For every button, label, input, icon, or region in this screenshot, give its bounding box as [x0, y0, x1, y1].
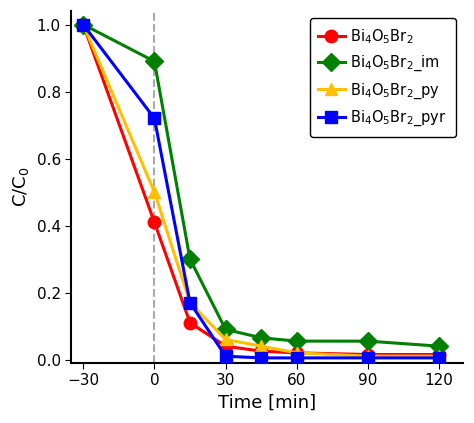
X-axis label: Time [min]: Time [min]	[218, 394, 316, 412]
Bi$_4$O$_5$Br$_2$_py	[436, 354, 442, 359]
Bi$_4$O$_5$Br$_2$_py	[187, 300, 193, 305]
Line: Bi$_4$O$_5$Br$_2$_im: Bi$_4$O$_5$Br$_2$_im	[77, 18, 446, 352]
Bi$_4$O$_5$Br$_2$_py	[223, 337, 228, 342]
Bi$_4$O$_5$Br$_2$	[365, 352, 371, 357]
Bi$_4$O$_5$Br$_2$_py	[81, 22, 86, 27]
Line: Bi$_4$O$_5$Br$_2$_py: Bi$_4$O$_5$Br$_2$_py	[77, 18, 446, 363]
Bi$_4$O$_5$Br$_2$	[187, 320, 193, 325]
Bi$_4$O$_5$Br$_2$_im	[223, 327, 228, 332]
Bi$_4$O$_5$Br$_2$_pyr	[187, 300, 193, 305]
Bi$_4$O$_5$Br$_2$_py	[258, 343, 264, 349]
Bi$_4$O$_5$Br$_2$_pyr	[365, 355, 371, 360]
Bi$_4$O$_5$Br$_2$_py	[365, 354, 371, 359]
Bi$_4$O$_5$Br$_2$_pyr	[436, 355, 442, 360]
Bi$_4$O$_5$Br$_2$_im	[81, 22, 86, 27]
Bi$_4$O$_5$Br$_2$_pyr	[81, 22, 86, 27]
Bi$_4$O$_5$Br$_2$	[258, 349, 264, 354]
Bi$_4$O$_5$Br$_2$	[152, 220, 157, 225]
Bi$_4$O$_5$Br$_2$_py	[294, 350, 300, 355]
Line: Bi$_4$O$_5$Br$_2$: Bi$_4$O$_5$Br$_2$	[77, 18, 446, 361]
Bi$_4$O$_5$Br$_2$_pyr	[258, 355, 264, 360]
Bi$_4$O$_5$Br$_2$_pyr	[152, 116, 157, 121]
Bi$_4$O$_5$Br$_2$_pyr	[223, 354, 228, 359]
Y-axis label: C/C$_0$: C/C$_0$	[11, 167, 31, 207]
Line: Bi$_4$O$_5$Br$_2$_pyr: Bi$_4$O$_5$Br$_2$_pyr	[77, 18, 446, 364]
Bi$_4$O$_5$Br$_2$_pyr	[294, 355, 300, 360]
Bi$_4$O$_5$Br$_2$	[81, 22, 86, 27]
Bi$_4$O$_5$Br$_2$	[223, 343, 228, 349]
Bi$_4$O$_5$Br$_2$_im	[187, 256, 193, 261]
Bi$_4$O$_5$Br$_2$_im	[436, 343, 442, 349]
Bi$_4$O$_5$Br$_2$_im	[152, 59, 157, 64]
Legend: Bi$_4$O$_5$Br$_2$, Bi$_4$O$_5$Br$_2$_im, Bi$_4$O$_5$Br$_2$_py, Bi$_4$O$_5$Br$_2$: Bi$_4$O$_5$Br$_2$, Bi$_4$O$_5$Br$_2$_im,…	[310, 19, 456, 137]
Bi$_4$O$_5$Br$_2$_im	[258, 335, 264, 341]
Bi$_4$O$_5$Br$_2$_py	[152, 190, 157, 195]
Bi$_4$O$_5$Br$_2$	[436, 352, 442, 357]
Bi$_4$O$_5$Br$_2$_im	[294, 338, 300, 343]
Bi$_4$O$_5$Br$_2$_im	[365, 338, 371, 343]
Bi$_4$O$_5$Br$_2$	[294, 350, 300, 355]
